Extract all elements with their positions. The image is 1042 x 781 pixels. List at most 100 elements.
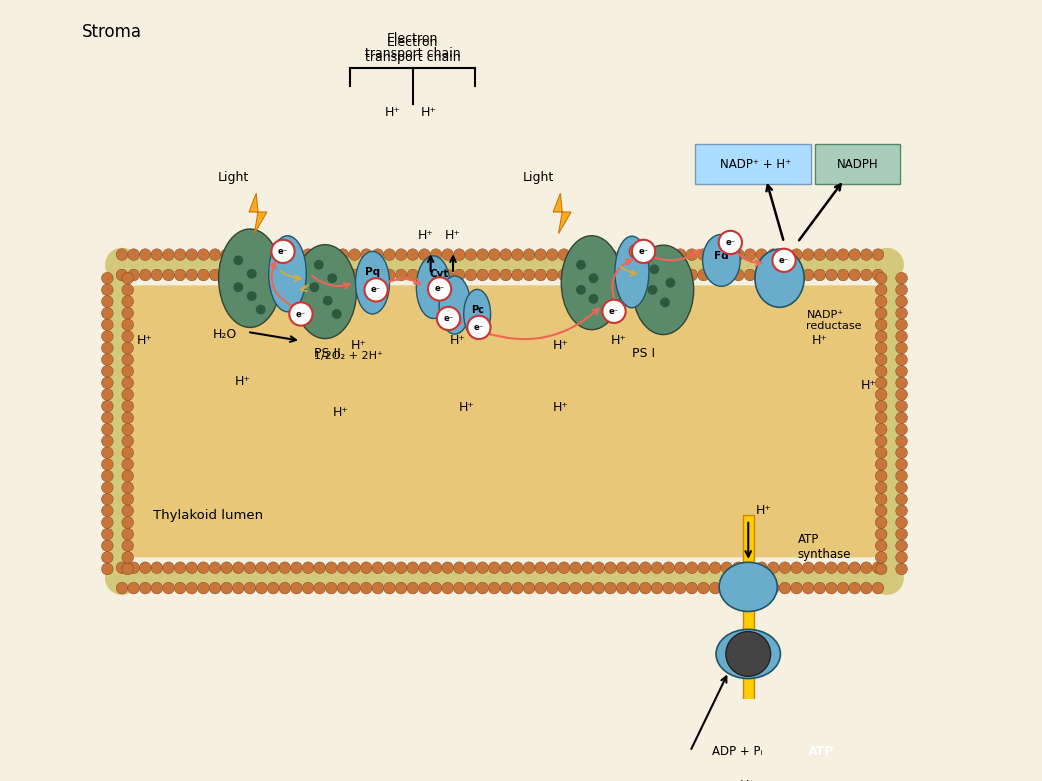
Circle shape bbox=[875, 377, 887, 389]
Circle shape bbox=[593, 583, 604, 594]
Polygon shape bbox=[553, 193, 571, 234]
Circle shape bbox=[698, 269, 710, 281]
Circle shape bbox=[721, 269, 733, 281]
Circle shape bbox=[686, 583, 698, 594]
Circle shape bbox=[122, 423, 133, 435]
Text: Light: Light bbox=[218, 171, 249, 184]
Circle shape bbox=[604, 562, 616, 573]
Circle shape bbox=[779, 583, 791, 594]
Circle shape bbox=[117, 249, 128, 260]
Circle shape bbox=[489, 562, 500, 573]
Circle shape bbox=[437, 307, 461, 330]
Circle shape bbox=[101, 273, 114, 284]
Circle shape bbox=[872, 562, 884, 573]
Text: ADP + Pᵢ: ADP + Pᵢ bbox=[712, 745, 763, 758]
Ellipse shape bbox=[615, 236, 649, 308]
Circle shape bbox=[589, 294, 598, 304]
Circle shape bbox=[365, 278, 388, 301]
Circle shape bbox=[814, 562, 825, 573]
Circle shape bbox=[872, 249, 884, 260]
Circle shape bbox=[640, 562, 651, 573]
Circle shape bbox=[372, 562, 383, 573]
Circle shape bbox=[535, 583, 546, 594]
Circle shape bbox=[559, 269, 570, 281]
Circle shape bbox=[616, 583, 628, 594]
Circle shape bbox=[407, 249, 419, 260]
Circle shape bbox=[663, 562, 674, 573]
Ellipse shape bbox=[294, 244, 356, 339]
Circle shape bbox=[383, 249, 395, 260]
Circle shape bbox=[209, 562, 221, 573]
Text: Light: Light bbox=[522, 171, 553, 184]
Circle shape bbox=[101, 296, 114, 307]
Circle shape bbox=[338, 269, 349, 281]
Circle shape bbox=[744, 562, 755, 573]
Circle shape bbox=[255, 249, 268, 260]
Circle shape bbox=[151, 249, 163, 260]
Text: e⁻: e⁻ bbox=[296, 309, 306, 319]
Circle shape bbox=[733, 583, 744, 594]
Circle shape bbox=[101, 307, 114, 319]
Circle shape bbox=[875, 540, 887, 551]
Circle shape bbox=[117, 269, 128, 281]
Circle shape bbox=[128, 249, 140, 260]
Circle shape bbox=[477, 249, 489, 260]
Text: H⁺: H⁺ bbox=[445, 230, 461, 242]
Circle shape bbox=[101, 366, 114, 377]
Circle shape bbox=[442, 269, 453, 281]
Circle shape bbox=[198, 249, 209, 260]
Circle shape bbox=[442, 562, 453, 573]
Text: ATP
synthase: ATP synthase bbox=[797, 533, 851, 561]
Circle shape bbox=[896, 563, 908, 575]
Circle shape bbox=[101, 447, 114, 458]
Circle shape bbox=[407, 562, 419, 573]
Circle shape bbox=[779, 249, 791, 260]
Circle shape bbox=[825, 269, 838, 281]
Circle shape bbox=[589, 273, 598, 284]
Circle shape bbox=[247, 269, 256, 279]
Text: H⁺: H⁺ bbox=[333, 406, 349, 419]
Circle shape bbox=[825, 249, 838, 260]
Circle shape bbox=[875, 284, 887, 296]
Circle shape bbox=[174, 562, 185, 573]
Text: H⁺: H⁺ bbox=[740, 779, 756, 781]
Circle shape bbox=[546, 562, 559, 573]
Circle shape bbox=[361, 249, 372, 260]
Circle shape bbox=[744, 249, 755, 260]
Circle shape bbox=[122, 505, 133, 517]
Circle shape bbox=[896, 366, 908, 377]
Circle shape bbox=[151, 562, 163, 573]
Circle shape bbox=[122, 284, 133, 296]
Circle shape bbox=[349, 562, 361, 573]
Circle shape bbox=[275, 241, 291, 257]
Circle shape bbox=[244, 562, 255, 573]
Text: H⁺: H⁺ bbox=[812, 334, 827, 348]
Circle shape bbox=[122, 517, 133, 528]
Text: e⁻: e⁻ bbox=[371, 285, 381, 294]
Circle shape bbox=[875, 505, 887, 517]
Circle shape bbox=[593, 562, 604, 573]
Circle shape bbox=[314, 260, 324, 269]
Text: e⁻: e⁻ bbox=[779, 256, 789, 265]
Circle shape bbox=[872, 269, 884, 281]
FancyBboxPatch shape bbox=[695, 144, 811, 184]
Circle shape bbox=[338, 249, 349, 260]
Circle shape bbox=[291, 583, 302, 594]
Circle shape bbox=[870, 248, 903, 282]
Circle shape bbox=[512, 562, 523, 573]
Circle shape bbox=[101, 389, 114, 401]
Circle shape bbox=[570, 269, 581, 281]
Circle shape bbox=[666, 278, 675, 287]
Bar bbox=[109, 274, 125, 569]
Circle shape bbox=[640, 249, 651, 260]
Circle shape bbox=[128, 562, 140, 573]
Circle shape bbox=[698, 583, 710, 594]
Circle shape bbox=[896, 447, 908, 458]
Circle shape bbox=[232, 269, 244, 281]
Text: H⁺: H⁺ bbox=[234, 375, 251, 387]
Circle shape bbox=[302, 583, 314, 594]
Circle shape bbox=[467, 316, 491, 339]
Circle shape bbox=[616, 249, 628, 260]
Bar bbox=[743, 515, 753, 739]
Text: e⁻: e⁻ bbox=[639, 247, 648, 256]
